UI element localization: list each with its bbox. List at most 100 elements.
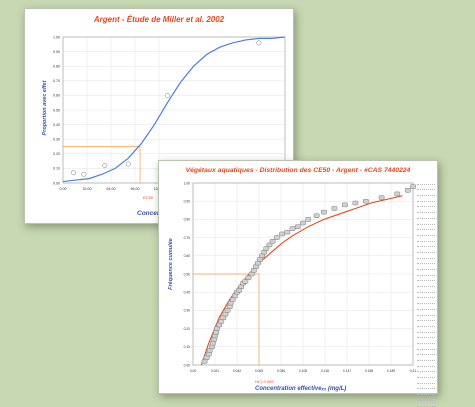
legend-entry-mark: [417, 333, 435, 339]
x-tick-label: 32.00: [83, 187, 92, 191]
legend-entry-mark: [417, 338, 435, 344]
legend-entry-mark: [417, 225, 435, 231]
y-tick-label: 0.20: [53, 152, 60, 156]
x-tick-label: 96.00: [131, 187, 140, 191]
x-tick-label: 0.063: [255, 369, 263, 373]
legend-entry-mark: [417, 190, 435, 197]
data-point: [300, 220, 306, 226]
x-tick-label: 0.00: [190, 369, 197, 373]
y-tick-label: 0.50: [53, 108, 60, 112]
y-tick-label: 1.00: [184, 181, 191, 185]
data-point: [279, 231, 285, 237]
data-point: [269, 238, 276, 244]
legend-entry-mark: [417, 242, 435, 248]
data-point: [378, 195, 385, 200]
legend-entry-mark: [417, 361, 435, 367]
data-point: [289, 226, 296, 231]
legend-entry-mark: [417, 367, 435, 373]
data-point: [256, 40, 262, 46]
data-point: [363, 198, 369, 204]
y-tick-label: 0.30: [184, 309, 191, 313]
chart-title: Argent - Étude de Miller et al. 2002: [93, 15, 225, 24]
data-point: [313, 213, 320, 219]
data-point: [410, 184, 416, 189]
legend-entry-mark: [417, 219, 435, 225]
legend-entry-mark: [417, 202, 435, 208]
legend-entry-mark: [417, 344, 435, 350]
legend-entry-mark: [417, 196, 435, 202]
data-point: [81, 171, 87, 177]
x-tick-label: 0.168: [365, 369, 373, 373]
y-tick-label: 0.00: [184, 363, 191, 367]
ec50-marker-label: EC50: [143, 195, 154, 200]
x-tick-label: 0.21: [410, 369, 417, 373]
x-axis-label: Concentr: [137, 210, 166, 217]
y-tick-label: 0.70: [184, 236, 191, 240]
data-point: [321, 209, 327, 215]
data-point: [70, 170, 76, 176]
y-tick-label: 0.90: [184, 200, 191, 204]
data-point: [331, 206, 338, 211]
legend-entry-mark: [417, 316, 435, 322]
data-point: [263, 246, 270, 251]
y-tick-label: 0.90: [53, 50, 60, 54]
data-point: [294, 224, 301, 229]
y-tick-label: 0.80: [184, 218, 191, 222]
legend-entry-mark: [417, 389, 435, 396]
data-point: [305, 217, 312, 222]
legend-entry-mark: [417, 259, 435, 265]
legend-entry-mark: [417, 179, 435, 185]
legend-entry-mark: [417, 321, 435, 327]
y-tick-label: 0.40: [53, 123, 60, 127]
x-tick-label: 0.189: [387, 369, 395, 373]
fit-curve: [200, 195, 403, 366]
hc5-marker-label: HC₅ 0.009: [255, 379, 274, 384]
x-tick-label: 64.00: [107, 187, 116, 191]
legend-entry-mark: [417, 310, 435, 316]
data-point: [266, 242, 273, 248]
legend-entry-mark: [417, 355, 435, 361]
legend-entry-mark: [417, 350, 435, 356]
data-point: [404, 188, 411, 193]
x-tick-label: 0.126: [321, 369, 329, 373]
data-point: [342, 202, 348, 208]
legend-entry-mark: [417, 287, 435, 293]
legend-entry-mark: [417, 253, 435, 259]
y-tick-label: 0.80: [53, 65, 60, 69]
y-tick-label: 0.60: [53, 94, 60, 98]
legend-entry-mark: [417, 327, 435, 333]
chart-card-distribution: 0.00 0.10 0.20 0.30 0.40 0.50 0.60 0.70 0.80 0.90…: [158, 160, 438, 407]
x-tick-label: 0.147: [343, 369, 351, 373]
data-point: [242, 279, 249, 284]
x-tick-label: 0.00: [60, 187, 67, 191]
fit-curve: [62, 36, 286, 183]
legend-entry-mark: [417, 378, 435, 384]
legend-entry-mark: [417, 293, 435, 299]
y-tick-label: 0.10: [53, 167, 60, 171]
legend-entry-mark: [417, 372, 435, 379]
x-tick-label: 0.105: [299, 369, 307, 373]
legend-entry-mark: [417, 276, 435, 282]
legend-entry-mark: [417, 270, 435, 276]
data-point: [102, 162, 108, 168]
y-tick-label: 0.30: [53, 138, 60, 142]
legend-entry-mark: [417, 213, 435, 219]
legend-entry-mark: [417, 230, 435, 236]
x-tick-label: 0.084: [277, 369, 285, 373]
y-tick-label: 0.10: [184, 345, 191, 349]
data-point: [394, 191, 401, 197]
x-axis-label: Concentration effectiveₓₓ (mg/L): [255, 386, 347, 392]
data-point: [284, 229, 291, 235]
legend-entry-mark: [417, 304, 435, 310]
legend-entry-mark: [417, 384, 435, 390]
x-tick-label: 0.042: [233, 369, 241, 373]
y-axis-label: Proportion avec effet: [42, 80, 48, 136]
y-axis-label: Fréquence cumulée: [168, 238, 174, 290]
chart-distribution-svg: 0.00 0.10 0.20 0.30 0.40 0.50 0.60 0.70 0.80 0.90…: [184, 181, 417, 373]
data-point: [125, 161, 131, 167]
legend-column: [417, 179, 437, 407]
legend-entry-mark: [417, 236, 435, 242]
legend-entry-mark: [417, 281, 435, 288]
y-tick-label: 0.50: [184, 272, 191, 276]
y-tick-label: 1.00: [53, 35, 60, 39]
